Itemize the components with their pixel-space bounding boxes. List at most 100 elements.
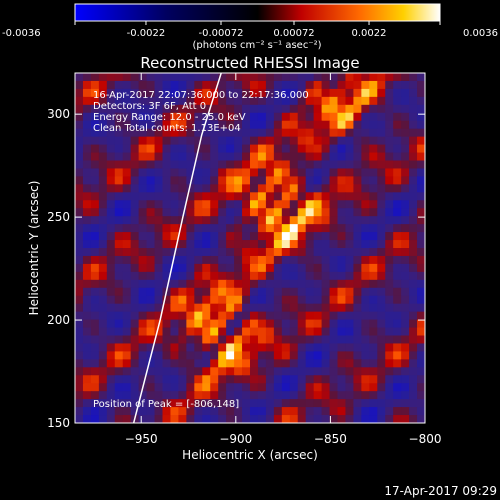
heatmap-cell <box>353 319 362 329</box>
heatmap-cell <box>337 200 347 209</box>
heatmap-cell <box>82 88 92 98</box>
heatmap-cell <box>122 271 132 281</box>
heatmap-cell <box>242 176 251 185</box>
heatmap-cell <box>218 279 227 289</box>
heatmap-cell <box>337 168 347 178</box>
heatmap-cell <box>361 287 370 297</box>
heatmap-cell <box>122 208 132 217</box>
heatmap-cell <box>257 168 267 178</box>
heatmap-cell <box>154 295 164 305</box>
heatmap-cell <box>178 391 187 400</box>
heatmap-cell <box>186 73 195 82</box>
heatmap-cell <box>82 200 92 209</box>
heatmap-cell <box>98 351 108 360</box>
heatmap-cell <box>90 335 100 345</box>
heatmap-cell <box>393 80 402 90</box>
heatmap-cell <box>162 375 172 384</box>
heatmap-cell <box>329 391 339 400</box>
heatmap-cell <box>289 112 299 122</box>
heatmap-cell <box>162 88 172 98</box>
heatmap-cell <box>265 120 275 130</box>
heatmap-cell <box>218 311 227 321</box>
heatmap-cell <box>377 144 386 154</box>
heatmap-cell <box>337 343 347 353</box>
heatmap-cell <box>329 343 339 353</box>
heatmap-cell <box>210 255 219 265</box>
heatmap-cell <box>345 136 355 146</box>
heatmap-cell <box>98 176 108 185</box>
heatmap-cell <box>281 407 291 416</box>
heatmap-cell <box>313 88 323 98</box>
heatmap-cell <box>98 263 108 273</box>
heatmap-cell <box>234 184 243 193</box>
heatmap-cell <box>162 128 172 138</box>
heatmap-cell <box>393 399 402 408</box>
heatmap-cell <box>234 399 243 408</box>
heatmap-cell <box>289 192 299 201</box>
heatmap-cell <box>146 343 156 353</box>
heatmap-cell <box>75 263 84 273</box>
heatmap-cell <box>250 152 259 162</box>
heatmap-cell <box>242 224 251 233</box>
heatmap-cell <box>114 311 124 321</box>
heatmap-cell <box>186 415 195 423</box>
heatmap-cell <box>385 255 394 265</box>
heatmap-cell <box>329 248 339 257</box>
heatmap-cell <box>305 383 315 392</box>
heatmap-cell <box>369 263 378 273</box>
heatmap-cell <box>138 128 148 138</box>
heatmap-cell <box>409 319 418 329</box>
heatmap-cell <box>114 287 124 297</box>
heatmap-cell <box>194 375 203 384</box>
heatmap-cell <box>106 351 116 360</box>
heatmap-cell <box>257 200 267 209</box>
heatmap-cell <box>186 200 195 209</box>
heatmap-cell <box>218 200 227 209</box>
heatmap-cell <box>170 295 180 305</box>
heatmap-cell <box>385 311 394 321</box>
heatmap-cell <box>106 184 116 193</box>
heatmap-cell <box>146 80 156 90</box>
heatmap-cell <box>393 136 402 146</box>
heatmap-cell <box>417 96 425 106</box>
heatmap-cell <box>122 303 132 313</box>
heatmap-cell <box>273 415 283 423</box>
heatmap-cell <box>337 271 347 281</box>
heatmap-cell <box>210 112 219 122</box>
heatmap-cell <box>385 303 394 313</box>
heatmap-cell <box>210 208 219 217</box>
heatmap-cell <box>242 192 251 201</box>
heatmap-cell <box>369 287 378 297</box>
heatmap-cell <box>194 359 203 368</box>
heatmap-cell <box>250 255 259 265</box>
heatmap-cell <box>401 375 410 384</box>
heatmap-cell <box>417 327 425 337</box>
heatmap-cell <box>98 128 108 138</box>
heatmap-cell <box>265 263 275 273</box>
heatmap-cell <box>321 303 331 313</box>
heatmap-cell <box>377 200 386 209</box>
heatmap-cell <box>146 407 156 416</box>
heatmap-cell <box>393 367 402 376</box>
heatmap-cell <box>345 200 355 209</box>
heatmap-cell <box>289 104 299 114</box>
heatmap-cell <box>250 248 259 257</box>
heatmap-cell <box>409 136 418 146</box>
heatmap-cell <box>234 295 243 305</box>
heatmap-cell <box>289 73 299 82</box>
heatmap-cell <box>377 73 386 82</box>
heatmap-cell <box>170 160 180 170</box>
heatmap-cell <box>345 383 355 392</box>
heatmap-cell <box>329 208 339 217</box>
heatmap-cell <box>202 176 211 185</box>
heatmap-cell <box>154 112 164 122</box>
heatmap-cell <box>82 80 92 90</box>
heatmap-cell <box>210 224 219 233</box>
heatmap-cell <box>265 279 275 289</box>
heatmap-cell <box>114 367 124 376</box>
heatmap-cell <box>273 112 283 122</box>
heatmap-cell <box>409 168 418 178</box>
heatmap-cell <box>321 232 331 241</box>
heatmap-cell <box>369 184 378 193</box>
heatmap-cell <box>273 279 283 289</box>
